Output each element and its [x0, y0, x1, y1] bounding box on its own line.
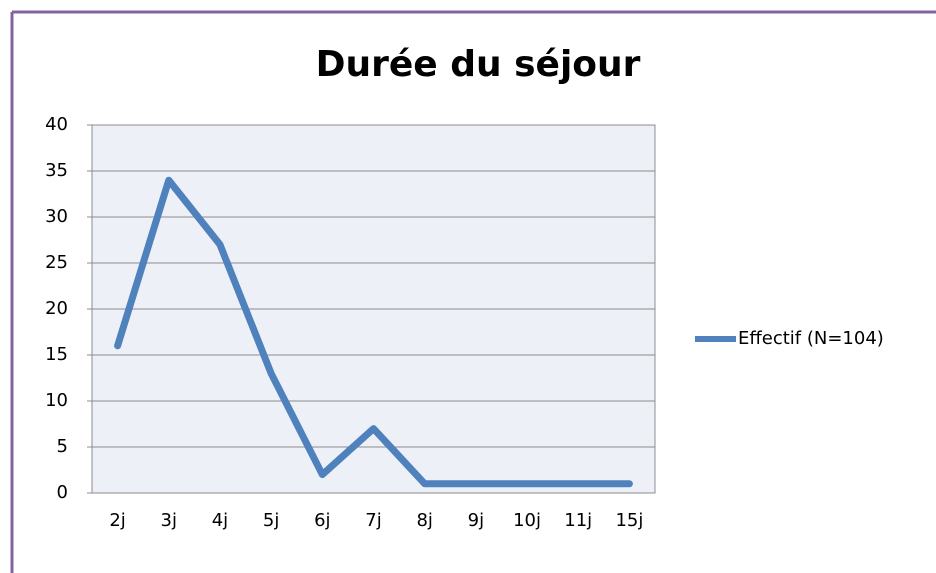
line-series	[114, 176, 633, 488]
y-tick-label: 35	[45, 160, 68, 181]
y-tick-label: 40	[45, 114, 68, 135]
y-tick-label: 15	[45, 344, 68, 365]
y-tick-label: 25	[45, 252, 68, 273]
chart-title: Durée du séjour	[316, 44, 641, 85]
x-tick-label: 11j	[564, 510, 592, 531]
y-tick-label: 5	[57, 436, 68, 457]
x-tick-label: 8j	[416, 510, 432, 531]
x-tick-label: 4j	[212, 510, 228, 531]
x-tick-label: 3j	[161, 510, 177, 531]
x-tick-label: 10j	[513, 510, 541, 531]
x-tick-label: 2j	[109, 510, 125, 531]
x-tick-label: 15j	[615, 510, 643, 531]
y-tick-label: 10	[45, 390, 68, 411]
x-tick-label: 5j	[263, 510, 279, 531]
x-tick-label: 9j	[468, 510, 484, 531]
y-tick-label: 20	[45, 298, 68, 319]
legend-label: Effectif (N=104)	[738, 328, 884, 349]
x-tick-label: 6j	[314, 510, 330, 531]
y-tick-label: 0	[57, 482, 68, 503]
y-tick-label: 30	[45, 206, 68, 227]
x-tick-label: 7j	[365, 510, 381, 531]
